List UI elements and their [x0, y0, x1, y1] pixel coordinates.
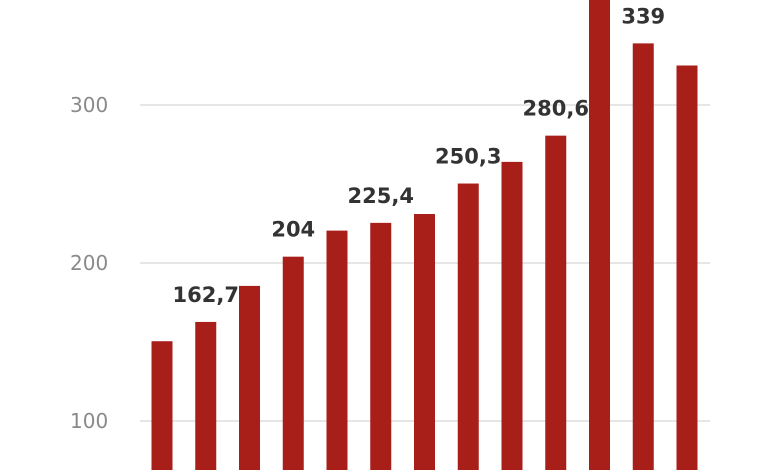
bar-12	[632, 43, 654, 470]
bar-13	[676, 65, 698, 470]
bar-6	[370, 222, 392, 470]
bar-8	[457, 183, 479, 470]
data-labels: 162,7 204 225,4 250,3 280,6 339	[173, 4, 666, 307]
bar-1	[151, 341, 173, 470]
bar-9	[501, 161, 523, 470]
bar-2	[195, 321, 217, 470]
data-label-4: 204	[271, 218, 315, 242]
y-tick-label-200: 200	[70, 251, 108, 275]
data-label-12: 339	[621, 4, 665, 28]
bar-7	[414, 214, 435, 470]
data-label-10: 280,6	[523, 97, 589, 121]
bars	[151, 0, 698, 470]
bar-4	[282, 256, 304, 470]
data-label-2: 162,7	[173, 283, 239, 307]
bar-10	[545, 135, 567, 470]
y-tick-label-300: 300	[70, 93, 108, 117]
bar-5	[326, 230, 348, 470]
bar-11	[589, 0, 610, 470]
y-axis-ticks: 100 200 300	[70, 93, 108, 433]
bar-3	[239, 285, 260, 470]
data-label-8: 250,3	[435, 145, 501, 169]
data-label-6: 225,4	[348, 184, 414, 208]
y-tick-label-100: 100	[70, 409, 108, 433]
